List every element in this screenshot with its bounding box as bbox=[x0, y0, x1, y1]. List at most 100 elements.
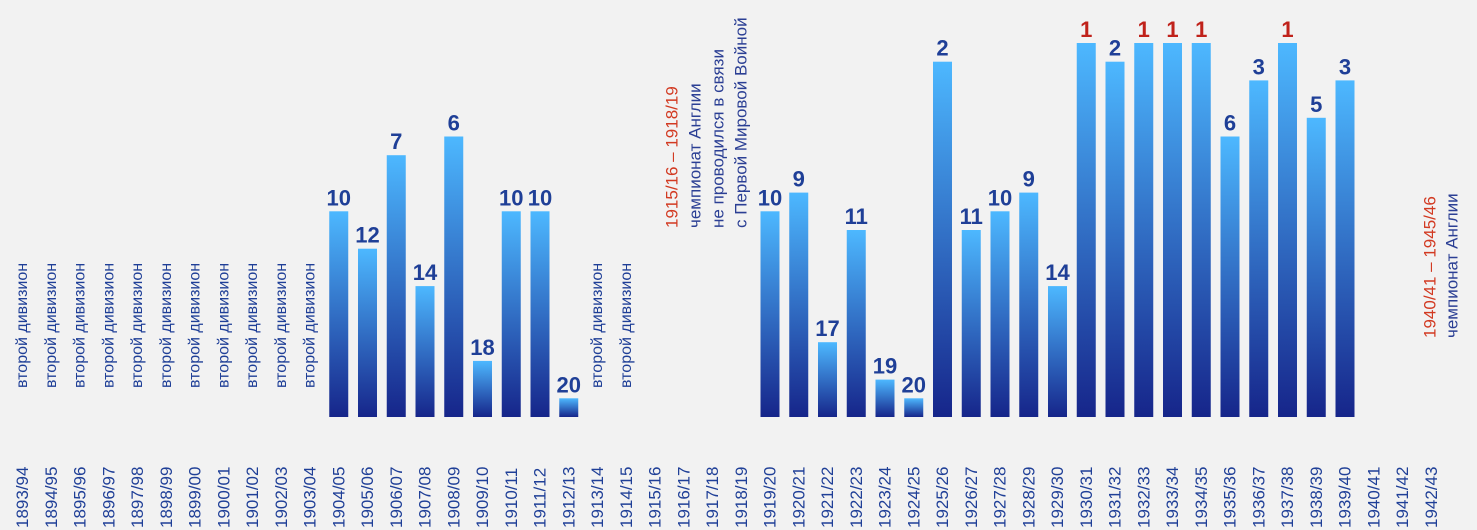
second-division-labels: второй дивизион второй дивизион второй див… bbox=[14, 263, 635, 388]
bar bbox=[1306, 117, 1326, 418]
second-division-label: второй дивизион bbox=[215, 263, 232, 388]
season-tick-label: 1927/28 bbox=[991, 467, 1010, 528]
season-tick-label: 1920/21 bbox=[789, 467, 808, 528]
bar bbox=[1163, 43, 1182, 417]
bar-value-label: 10 bbox=[988, 185, 1012, 210]
season-tick-label: 1942/43 bbox=[1422, 467, 1441, 528]
season-tick-label: 1917/18 bbox=[703, 467, 722, 528]
annotation-line: чемпионат Англии bbox=[686, 83, 705, 228]
bar bbox=[1335, 80, 1355, 418]
bar bbox=[933, 61, 952, 417]
season-tick-label: 1935/36 bbox=[1221, 467, 1240, 528]
bar-value-label: 10 bbox=[528, 185, 552, 210]
bar-value-label: 6 bbox=[1224, 111, 1236, 136]
season-tick-label: 1906/07 bbox=[387, 467, 406, 528]
season-tick-label: 1930/31 bbox=[1077, 467, 1096, 528]
season-tick-label: 1941/42 bbox=[1393, 467, 1412, 528]
bar-value-label: 12 bbox=[355, 223, 379, 248]
second-division-label: второй дивизион bbox=[302, 263, 319, 388]
season-tick-label: 1929/30 bbox=[1048, 467, 1067, 528]
second-division-label: второй дивизион bbox=[129, 263, 146, 388]
second-division-label: второй дивизион bbox=[100, 263, 117, 388]
bar-value-label: 7 bbox=[390, 129, 402, 154]
season-tick-label: 1899/00 bbox=[186, 467, 205, 528]
bar-value-label: 20 bbox=[902, 372, 926, 397]
season-tick-label: 1934/35 bbox=[1192, 467, 1211, 528]
bar bbox=[1134, 43, 1154, 417]
season-tick-label: 1901/02 bbox=[243, 467, 262, 528]
bars bbox=[329, 43, 1355, 418]
season-tick-label: 1916/17 bbox=[674, 467, 693, 528]
bar bbox=[1278, 43, 1297, 417]
season-tick-label: 1932/33 bbox=[1134, 467, 1153, 528]
season-tick-label: 1903/04 bbox=[301, 467, 320, 528]
season-tick-label: 1914/15 bbox=[617, 467, 636, 528]
bar bbox=[358, 248, 377, 417]
bar-value-label: 1 bbox=[1166, 17, 1178, 42]
season-tick-label: 1938/39 bbox=[1307, 467, 1326, 528]
bar-value-label: 3 bbox=[1339, 54, 1351, 79]
second-division-label: второй дивизион bbox=[618, 263, 635, 388]
season-tick-label: 1898/99 bbox=[157, 467, 176, 528]
season-tick-label: 1919/20 bbox=[761, 467, 780, 528]
second-division-label: второй дивизион bbox=[273, 263, 290, 388]
bar-value-label: 1 bbox=[1281, 17, 1293, 42]
bar-value-label: 11 bbox=[845, 204, 868, 229]
bar bbox=[1048, 286, 1067, 417]
season-tick-label: 1907/08 bbox=[416, 467, 435, 528]
bar bbox=[1220, 136, 1240, 417]
bar bbox=[1105, 61, 1125, 417]
season-tick-label: 1940/41 bbox=[1364, 467, 1383, 528]
bar-value-label: 17 bbox=[815, 316, 839, 341]
bar bbox=[473, 360, 492, 417]
bar bbox=[415, 286, 435, 417]
bar bbox=[1076, 43, 1096, 417]
bar-value-label: 14 bbox=[413, 260, 438, 285]
bar-value-label: 14 bbox=[1045, 260, 1070, 285]
bar-value-label: 6 bbox=[448, 111, 460, 136]
season-tick-label: 1925/26 bbox=[933, 467, 952, 528]
season-tick-label: 1913/14 bbox=[588, 467, 607, 528]
bar-value-label: 10 bbox=[499, 185, 523, 210]
bar bbox=[904, 398, 924, 417]
bar bbox=[1249, 80, 1269, 418]
season-tick-label: 1926/27 bbox=[962, 467, 981, 528]
bar bbox=[846, 230, 866, 417]
season-tick-label: 1928/29 bbox=[1019, 467, 1038, 528]
second-division-label: второй дивизион bbox=[14, 263, 31, 388]
bar-value-label: 10 bbox=[758, 185, 782, 210]
bar bbox=[329, 211, 349, 417]
season-tick-label: 1904/05 bbox=[329, 467, 348, 528]
bar-value-label: 1 bbox=[1195, 17, 1207, 42]
annotation-line: 1915/16 – 1918/19 bbox=[663, 86, 682, 228]
bar bbox=[444, 136, 464, 417]
season-tick-label: 1939/40 bbox=[1336, 467, 1355, 528]
season-tick-label: 1922/23 bbox=[847, 467, 866, 528]
annotation-line: чемпионат Англии bbox=[1443, 193, 1462, 338]
bar bbox=[1019, 192, 1039, 417]
bar-value-label: 1 bbox=[1138, 17, 1150, 42]
season-tick-label: 1893/94 bbox=[13, 467, 32, 528]
bar bbox=[875, 379, 895, 417]
second-division-label: второй дивизион bbox=[244, 263, 261, 388]
season-tick-label: 1912/13 bbox=[559, 467, 578, 528]
annotation-line: с Первой Мировой Войной bbox=[732, 17, 751, 228]
season-tick-label: 1910/11 bbox=[502, 468, 521, 528]
bar bbox=[386, 155, 406, 417]
bar-value-label: 18 bbox=[470, 335, 494, 360]
season-tick-label: 1895/96 bbox=[71, 467, 90, 528]
bar-value-label: 1 bbox=[1080, 17, 1092, 42]
bar-value-label: 20 bbox=[557, 372, 581, 397]
bar-value-label: 19 bbox=[873, 354, 897, 379]
bar bbox=[961, 230, 981, 417]
season-tick-label: 1908/09 bbox=[444, 467, 463, 528]
season-tick-label: 1911/12 bbox=[531, 468, 550, 528]
season-tick-label: 1936/37 bbox=[1249, 467, 1268, 528]
season-tick-label: 1909/10 bbox=[473, 467, 492, 528]
bar-value-label: 5 bbox=[1310, 92, 1322, 117]
season-labels: 1893/94 1894/95 1895/96 1896/97 1897/98 1898/… bbox=[13, 467, 1441, 528]
bar-value-label: 11 bbox=[960, 204, 983, 229]
second-division-label: второй дивизион bbox=[589, 263, 606, 388]
season-tick-label: 1931/32 bbox=[1106, 467, 1125, 528]
